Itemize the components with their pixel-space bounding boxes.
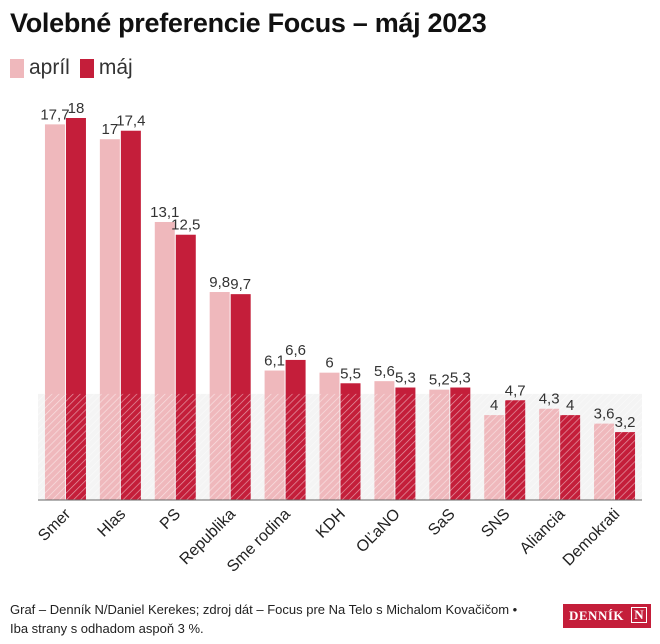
data-label-hlas-may: 17,4 bbox=[116, 113, 145, 130]
threshold-hatch bbox=[38, 393, 642, 500]
data-label-sme-rodina-april: 6,1 bbox=[264, 353, 285, 370]
logo-n-mark: N bbox=[631, 607, 647, 623]
tick-label-kdh: KDH bbox=[313, 506, 349, 542]
chart-title: Volebné preferencie Focus – máj 2023 bbox=[10, 8, 487, 38]
data-label-aliancia-april: 4,3 bbox=[539, 391, 560, 408]
legend-label-may: máj bbox=[98, 56, 133, 79]
data-label-hlas-april: 17 bbox=[102, 121, 119, 138]
tick-label-sas: SaS bbox=[425, 506, 458, 539]
tick-label-hlas: Hlas bbox=[95, 506, 130, 541]
data-label-kdh-may: 5,5 bbox=[340, 365, 361, 382]
legend-swatch-may bbox=[79, 58, 94, 78]
data-label-aliancia-may: 4 bbox=[566, 397, 574, 414]
data-label-olano-april: 5,6 bbox=[374, 363, 395, 380]
legend-item-april: apríl bbox=[10, 56, 70, 80]
tick-label-demokrati: Demokrati bbox=[560, 506, 624, 570]
data-label-ps-may: 12,5 bbox=[171, 217, 200, 234]
data-label-demokrati-april: 3,6 bbox=[594, 406, 615, 423]
legend-swatch-april bbox=[10, 58, 24, 78]
tick-label-olano: OĽaNO bbox=[353, 506, 403, 556]
data-label-demokrati-may: 3,2 bbox=[615, 414, 636, 431]
data-label-sme-rodina-may: 6,6 bbox=[285, 342, 306, 359]
data-label-smer-april: 17,7 bbox=[40, 106, 69, 123]
data-label-sas-may: 5,3 bbox=[450, 370, 471, 387]
data-label-sns-april: 4 bbox=[490, 397, 498, 414]
data-label-sns-may: 4,7 bbox=[505, 382, 526, 399]
tick-label-aliancia: Aliancia bbox=[517, 506, 569, 558]
data-label-smer-may: 18 bbox=[68, 100, 85, 117]
data-label-kdh-april: 6 bbox=[325, 355, 333, 372]
legend: apríl máj bbox=[10, 56, 143, 80]
footer: Graf – Denník N/Daniel Kerekes; zdroj dá… bbox=[10, 600, 550, 638]
tick-label-smer: Smer bbox=[35, 505, 75, 545]
dennik-n-logo[interactable]: DENNÍK N bbox=[563, 604, 651, 628]
data-label-republika-may: 9,7 bbox=[230, 276, 251, 293]
tick-label-sns: SNS bbox=[478, 506, 513, 541]
logo-text: DENNÍK bbox=[569, 608, 625, 623]
legend-label-april: apríl bbox=[29, 56, 70, 79]
bars-layer bbox=[38, 118, 642, 501]
footer-note: Iba strany s odhadom aspoň 3 %. bbox=[10, 621, 204, 636]
tick-label-ps: PS bbox=[157, 506, 184, 533]
data-label-republika-april: 9,8 bbox=[209, 274, 230, 291]
legend-item-may: máj bbox=[79, 56, 133, 80]
data-label-ps-april: 13,1 bbox=[150, 204, 179, 221]
data-label-sas-april: 5,2 bbox=[429, 372, 450, 389]
data-label-olano-may: 5,3 bbox=[395, 370, 416, 387]
footer-source: Graf – Denník N/Daniel Kerekes; zdroj dá… bbox=[10, 602, 518, 617]
